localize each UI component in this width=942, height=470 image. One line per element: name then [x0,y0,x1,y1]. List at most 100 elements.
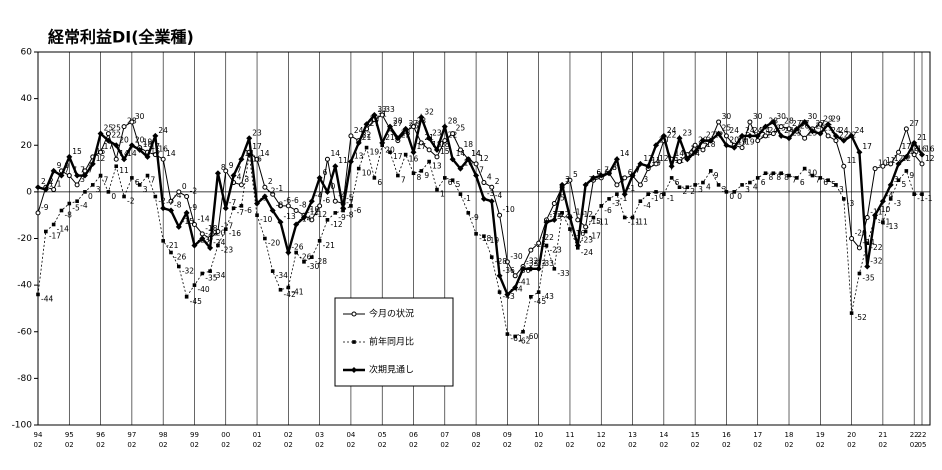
data-label: 3 [894,175,899,184]
x-tick-label: 02 [253,441,262,449]
data-label: 20 [135,135,145,144]
data-label: -22 [870,243,882,252]
data-label: 3 [589,175,594,184]
x-tick-label: 06 [409,431,418,439]
data-label: -1 [463,194,471,203]
point [638,199,643,203]
data-label: 7 [604,166,609,175]
point [833,138,839,144]
data-label: 3 [745,185,750,194]
data-label: -5 [557,194,565,203]
point [396,173,400,178]
data-label: 20 [385,145,395,154]
data-label: 9 [229,161,234,170]
point [457,147,463,153]
point [731,144,738,151]
data-label: -4 [643,201,651,210]
data-label: -9 [41,203,49,212]
data-label: -28 [495,257,507,266]
data-label: -43 [503,292,515,301]
data-label: 16 [925,145,935,154]
data-label: -12 [557,210,569,219]
data-label: 24 [784,126,794,135]
point [496,272,503,279]
point [497,212,503,218]
point [254,156,260,162]
legend-marker [351,367,357,373]
point [427,159,431,164]
point [90,183,95,187]
data-label: -6 [284,196,292,205]
point [911,139,918,146]
point [513,334,518,339]
data-label: 4 [706,183,711,192]
data-label: 24 [761,126,771,135]
data-label: 18 [143,140,153,149]
y-tick-label: -80 [17,374,32,384]
data-label: 12 [479,154,489,163]
data-label: -33 [557,269,569,278]
data-label: -24 [213,238,225,247]
data-label: 2 [268,177,273,186]
data-label: -21 [166,241,178,250]
data-label: 14 [127,149,137,158]
x-tick-label: 02 [628,441,637,449]
point [340,205,347,212]
data-label: 15 [909,147,919,156]
point [238,156,245,163]
data-label: 19 [143,138,153,147]
point [607,197,611,201]
data-label: -32 [182,266,194,275]
data-label: -8 [276,201,284,210]
point [302,260,306,264]
point [355,139,362,146]
data-label: -12 [315,210,327,219]
data-label: 10 [808,169,818,178]
point [449,156,456,163]
x-tick-label: 94 [34,431,43,439]
data-label: 8 [417,173,422,182]
x-tick-label: 02 [127,441,136,449]
data-label: 6 [596,168,601,177]
point [903,153,910,160]
point [89,160,96,167]
point [676,159,682,165]
data-label: -26 [291,242,303,251]
point [349,204,353,208]
point [332,163,339,170]
y-tick-label: 0 [26,187,32,197]
point [598,172,605,179]
point [347,158,354,165]
data-label: -45 [190,297,202,306]
data-label: 30 [808,112,818,121]
point [222,205,229,212]
x-tick-label: 02 [722,441,731,449]
point [488,198,495,205]
data-label: 0 [330,182,335,191]
point [747,119,753,125]
data-label: 25 [111,124,121,133]
data-label: 6 [448,178,453,187]
point [504,291,511,298]
data-label: -30 [510,252,522,261]
point [676,135,683,142]
point [457,165,464,172]
data-label: 14 [166,149,176,158]
data-label: -3 [487,189,495,198]
point [388,150,392,155]
point [270,269,275,273]
point [841,197,846,201]
data-label: 30 [753,112,763,121]
point [59,208,64,213]
data-label: -10 [260,215,272,224]
point [293,208,299,214]
point [238,182,244,188]
data-label: 3 [643,175,648,184]
point [183,209,190,216]
point [317,203,323,209]
data-label: -5 [346,194,354,203]
point [105,137,112,144]
data-label: 18 [706,140,716,149]
data-label: 9 [909,171,914,180]
x-tick-label: 17 [753,431,762,439]
